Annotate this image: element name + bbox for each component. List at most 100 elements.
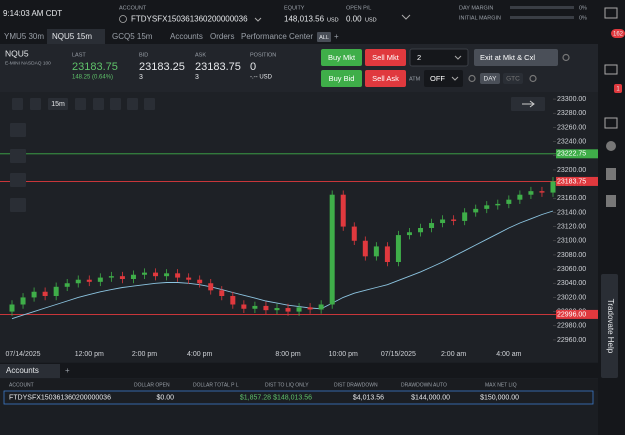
tab-badge [317, 32, 331, 42]
quantity[interactable]: 2 [417, 53, 421, 62]
tool[interactable] [93, 98, 104, 110]
button[interactable] [321, 49, 362, 66]
candle-body [97, 277, 103, 282]
tab[interactable]: Accounts [170, 32, 203, 41]
tab[interactable]: YMU5 30m [4, 32, 44, 41]
top-bar [0, 0, 598, 28]
column-header: ACCOUNT [9, 382, 34, 388]
atm-select[interactable] [424, 70, 463, 87]
y-tick-label: 23240.00 [557, 138, 586, 145]
symbol: NQU5 [5, 48, 29, 58]
price-level-tag [556, 309, 598, 319]
y-tick-label: 23020.00 [557, 294, 586, 301]
open-pl: 0.00 [346, 15, 362, 24]
candle-body [373, 246, 379, 257]
button[interactable] [321, 70, 362, 87]
margin-bar [510, 16, 574, 19]
tab[interactable]: Accounts [6, 366, 39, 375]
candle-body [263, 305, 269, 311]
x-tick-label: 12:00 pm [75, 351, 104, 358]
gear-icon[interactable] [529, 74, 537, 83]
toggle[interactable] [503, 73, 523, 84]
label: ACCOUNT [119, 5, 147, 11]
table-header [0, 379, 598, 391]
candle-body [384, 246, 390, 262]
candle-body [141, 272, 147, 275]
button-label[interactable]: Buy Mkt [328, 53, 356, 62]
tool[interactable] [10, 123, 26, 137]
price-level-tag [556, 176, 598, 186]
account-select[interactable]: FTDYSFX150361360200000036 [131, 15, 248, 24]
candle-body [406, 232, 412, 236]
moving-average [11, 210, 554, 320]
tab[interactable]: Performance Center [241, 32, 313, 41]
candle-body [340, 194, 346, 227]
tool[interactable] [10, 149, 26, 163]
button-label[interactable]: Sell Ask [372, 74, 399, 83]
notification-count: 162 [613, 32, 624, 38]
zoom-out[interactable] [30, 98, 41, 110]
y-tick-label: 22980.00 [557, 323, 586, 330]
unit: USD [365, 17, 377, 23]
icon[interactable] [606, 141, 616, 151]
label: INITIAL MARGIN [459, 15, 501, 21]
icon[interactable] [606, 168, 616, 180]
candle-body [164, 273, 170, 277]
icon[interactable] [606, 195, 616, 207]
icon[interactable] [604, 117, 618, 129]
tool[interactable] [10, 198, 26, 212]
tool[interactable] [75, 98, 86, 110]
y-tick-label: 23280.00 [557, 110, 586, 117]
x-tick-label: 4:00 pm [187, 351, 212, 358]
zoom-in[interactable] [12, 98, 23, 110]
tool[interactable] [127, 98, 138, 110]
toggle[interactable] [480, 73, 500, 84]
button-label[interactable]: Buy Bid [329, 74, 355, 83]
icon[interactable] [604, 7, 618, 19]
y-tick-label: 22960.00 [557, 337, 586, 344]
column-header: DRAWDOWN AUTO [401, 382, 447, 388]
tool[interactable] [144, 98, 155, 110]
gear-icon[interactable] [562, 53, 570, 62]
toggle-label[interactable]: DAY [484, 76, 498, 83]
tool[interactable] [110, 98, 121, 110]
candle-body [296, 307, 302, 312]
tab[interactable]: ALL [319, 35, 329, 41]
candle-body [318, 304, 324, 310]
button-label[interactable]: Sell Mkt [372, 53, 400, 62]
interval[interactable]: 15m [51, 101, 65, 108]
tab[interactable]: NQU5 15m [52, 32, 92, 41]
button[interactable] [474, 49, 558, 66]
position: 0 [250, 61, 256, 73]
change: 148.25 (0.64%) [72, 75, 113, 81]
quantity-input[interactable] [409, 48, 469, 67]
add-tab[interactable]: + [65, 366, 70, 375]
button-label[interactable]: Exit at Mkt & Cxl [480, 53, 535, 62]
candle-body [329, 194, 335, 305]
interval-button[interactable] [48, 98, 68, 110]
alert-count: 1 [616, 87, 620, 93]
caret [254, 17, 262, 22]
add-tab[interactable]: + [334, 32, 339, 41]
badge [614, 84, 622, 93]
button[interactable] [365, 49, 406, 66]
toggle-label[interactable]: GTC [506, 76, 520, 83]
label: BID [139, 52, 148, 58]
icon[interactable] [604, 64, 618, 75]
candle-body [175, 273, 181, 278]
tab[interactable]: GCQ5 15m [112, 32, 153, 41]
help-label[interactable]: Tradovate Help [606, 299, 615, 354]
candle-body [539, 191, 545, 193]
candle-body [285, 308, 291, 312]
gear-icon[interactable] [468, 74, 476, 83]
label: POSITION [250, 52, 276, 58]
cell: $150,000.00 [480, 394, 519, 401]
button[interactable] [365, 70, 406, 87]
atm[interactable]: OFF [430, 74, 445, 83]
tab[interactable]: Orders [210, 32, 234, 41]
label: ASK [195, 52, 206, 58]
tool[interactable] [10, 173, 26, 187]
candle-body [395, 235, 401, 262]
help-tab[interactable] [601, 274, 618, 378]
caret [401, 14, 411, 20]
